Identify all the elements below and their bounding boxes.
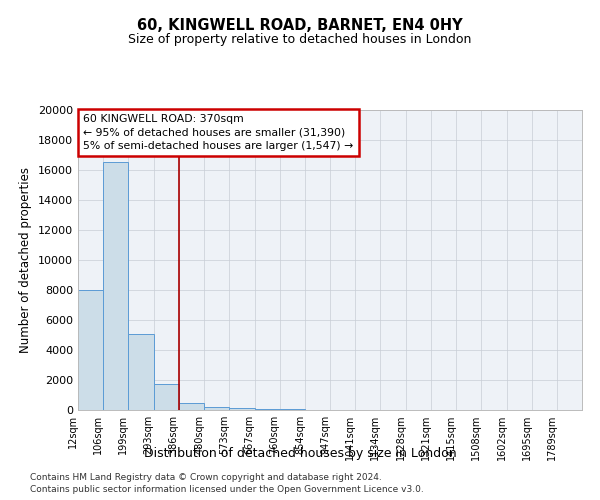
Bar [179, 403, 204, 410]
Text: Distribution of detached houses by size in London: Distribution of detached houses by size … [143, 448, 457, 460]
Y-axis label: Number of detached properties: Number of detached properties [19, 167, 32, 353]
Text: 60 KINGWELL ROAD: 370sqm
← 95% of detached houses are smaller (31,390)
5% of sem: 60 KINGWELL ROAD: 370sqm ← 95% of detach… [83, 114, 353, 151]
Bar [204, 407, 229, 410]
Text: Size of property relative to detached houses in London: Size of property relative to detached ho… [128, 32, 472, 46]
Bar [154, 384, 179, 410]
Text: 60, KINGWELL ROAD, BARNET, EN4 0HY: 60, KINGWELL ROAD, BARNET, EN4 0HY [137, 18, 463, 32]
Bar [78, 290, 103, 410]
Bar [103, 162, 128, 410]
Bar [128, 334, 154, 410]
Bar [229, 408, 254, 410]
Bar [254, 408, 280, 410]
Text: Contains public sector information licensed under the Open Government Licence v3: Contains public sector information licen… [30, 485, 424, 494]
Bar [280, 409, 305, 410]
Text: Contains HM Land Registry data © Crown copyright and database right 2024.: Contains HM Land Registry data © Crown c… [30, 472, 382, 482]
